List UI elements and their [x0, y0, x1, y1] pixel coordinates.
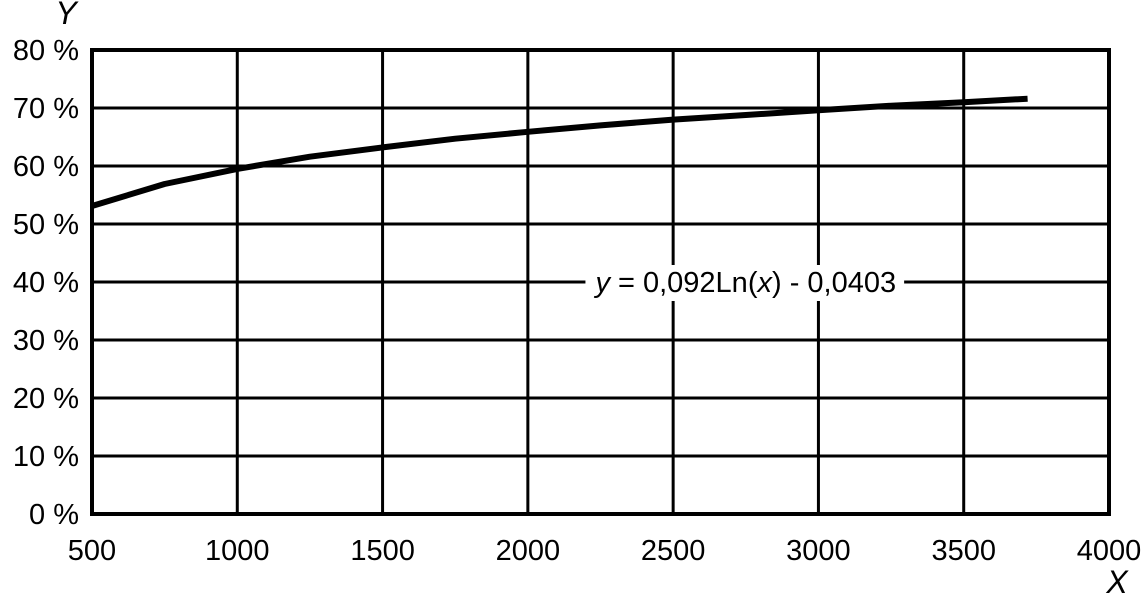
y-axis-label: Y	[55, 0, 79, 31]
x-tick-label: 2500	[641, 535, 706, 567]
x-tick-label: 1000	[205, 535, 270, 567]
x-tick-label: 3000	[786, 535, 851, 567]
x-axis-label: X	[1105, 564, 1129, 595]
plot-frame	[90, 48, 1111, 516]
y-tick-label: 70 %	[13, 93, 79, 125]
equation-annotation: y = 0,092Ln(x) - 0,0403	[593, 267, 896, 299]
series-layer	[91, 95, 1028, 209]
y-tick-label: 80 %	[13, 35, 79, 67]
y-tick-label: 0 %	[29, 499, 79, 531]
y-tick-label: 50 %	[13, 209, 79, 241]
x-tick-label: 4000	[1077, 535, 1142, 567]
x-tick-labels: 500 1000 1500 2000 2500 3000 3500 4000	[68, 535, 1141, 567]
x-tick-label: 1500	[350, 535, 415, 567]
y-tick-label: 60 %	[13, 151, 79, 183]
y-tick-label: 30 %	[13, 325, 79, 357]
annotation-layer: y = 0,092Ln(x) - 0,0403	[585, 265, 905, 301]
y-tick-label: 40 %	[13, 267, 79, 299]
y-tick-label: 10 %	[13, 441, 79, 473]
x-tick-label: 3500	[931, 535, 996, 567]
y-tick-label: 20 %	[13, 383, 79, 415]
series-line-0	[91, 95, 1028, 209]
y-tick-labels: 0 % 10 % 20 % 30 % 40 % 50 % 60 % 70 % 80 %	[13, 35, 79, 531]
x-tick-label: 500	[68, 535, 116, 567]
plot-border	[90, 48, 1111, 516]
x-tick-label: 2000	[496, 535, 561, 567]
annotation-background	[585, 265, 905, 301]
